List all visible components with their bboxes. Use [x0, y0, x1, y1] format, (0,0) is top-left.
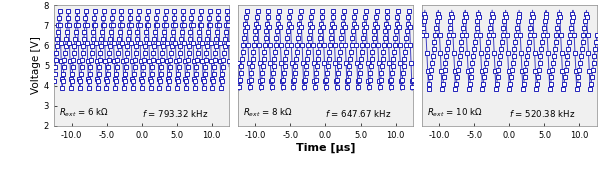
Text: $R_{ext}$ = 10 kΩ: $R_{ext}$ = 10 kΩ	[427, 106, 482, 118]
Y-axis label: Voltage [V]: Voltage [V]	[31, 37, 41, 94]
X-axis label: Time [μs]: Time [μs]	[296, 142, 355, 153]
Text: $R_{ext}$ = 6 kΩ: $R_{ext}$ = 6 kΩ	[59, 106, 109, 118]
Text: $f$ = 520.38 kHz: $f$ = 520.38 kHz	[509, 108, 576, 118]
Text: $f$ = 793.32 kHz: $f$ = 793.32 kHz	[142, 108, 208, 118]
Text: $f$ = 647.67 kHz: $f$ = 647.67 kHz	[325, 108, 392, 118]
Text: $R_{ext}$ = 8 kΩ: $R_{ext}$ = 8 kΩ	[243, 106, 293, 118]
